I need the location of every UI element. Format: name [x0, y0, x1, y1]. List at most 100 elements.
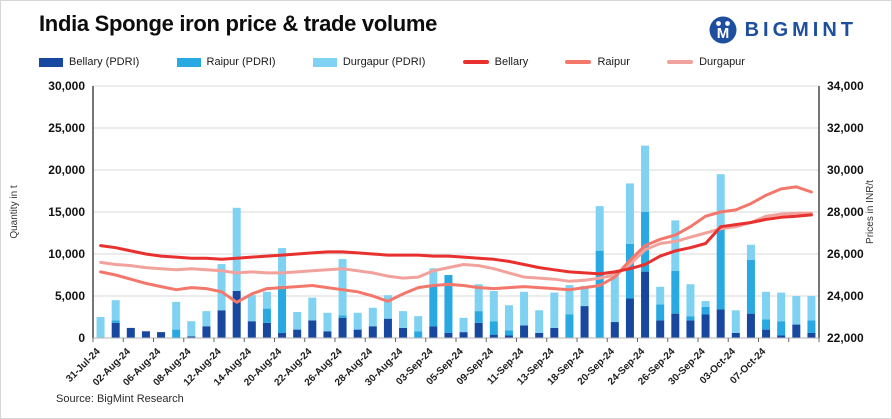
bar-segment-Raipur (PDRI) [444, 275, 453, 333]
bar-segment-Raipur (PDRI) [429, 285, 438, 327]
bar-segment-Durgapur (PDRI) [323, 312, 332, 332]
bar-segment-Raipur (PDRI) [278, 285, 287, 333]
legend-item-bellary-line: Bellary [462, 56, 529, 68]
bar-segment-Durgapur (PDRI) [610, 270, 619, 323]
bar-segment-Durgapur (PDRI) [565, 285, 574, 315]
bar-swatch-icon [176, 57, 201, 67]
left-axis-tick-label: 20,000 [48, 163, 85, 177]
bigmint-logo-icon: M [709, 16, 737, 44]
bar-segment-Durgapur (PDRI) [671, 220, 680, 271]
legend-item-raipur-line: Raipur [565, 56, 630, 68]
bar-segment-Raipur (PDRI) [746, 259, 755, 314]
bar-segment-Durgapur (PDRI) [550, 292, 559, 328]
bar-segment-Bellary (PDRI) [550, 327, 559, 338]
line-swatch-icon [565, 60, 592, 64]
bar-segment-Durgapur (PDRI) [429, 268, 438, 286]
bar-segment-Bellary (PDRI) [731, 332, 740, 338]
bar-segment-Durgapur (PDRI) [111, 300, 120, 321]
bar-segment-Raipur (PDRI) [686, 316, 695, 321]
bar-segment-Bellary (PDRI) [625, 298, 634, 338]
bar-segment-Durgapur (PDRI) [338, 259, 347, 316]
left-axis-tick-label: 5,000 [55, 289, 85, 303]
bar-segment-Raipur (PDRI) [414, 331, 423, 338]
bar-segment-Raipur (PDRI) [641, 212, 650, 272]
bar-segment-Durgapur (PDRI) [625, 183, 634, 244]
bar-segment-Durgapur (PDRI) [399, 311, 408, 328]
bar-segment-Bellary (PDRI) [157, 332, 166, 338]
bar-segment-Raipur (PDRI) [762, 319, 771, 330]
left-axis-tick-label: 10,000 [48, 247, 85, 261]
bar-segment-Bellary (PDRI) [141, 331, 150, 338]
right-axis-tick-label: 26,000 [827, 247, 864, 261]
bar-segment-Bellary (PDRI) [293, 329, 302, 338]
bar-segment-Durgapur (PDRI) [353, 312, 362, 330]
bar-segment-Durgapur (PDRI) [293, 311, 302, 330]
legend-label: Bellary (PDRI) [69, 56, 140, 68]
bar-segment-Bellary (PDRI) [399, 327, 408, 338]
bar-segment-Raipur (PDRI) [111, 320, 120, 323]
bar-segment-Bellary (PDRI) [217, 310, 226, 338]
bar-segment-Bellary (PDRI) [504, 335, 513, 338]
bar-segment-Bellary (PDRI) [383, 318, 392, 338]
bar-segment-Bellary (PDRI) [686, 320, 695, 338]
legend-item-raipur-pdri: Raipur (PDRI) [176, 56, 276, 68]
bar-swatch-icon [39, 57, 63, 67]
bar-segment-Bellary (PDRI) [792, 324, 801, 338]
bar-segment-Durgapur (PDRI) [641, 145, 650, 212]
bar-segment-Bellary (PDRI) [474, 322, 483, 338]
bar-segment-Bellary (PDRI) [353, 329, 362, 338]
bar-segment-Bellary (PDRI) [746, 313, 755, 338]
bar-segment-Bellary (PDRI) [323, 331, 332, 338]
legend-label: Raipur [597, 56, 630, 68]
bar-segment-Durgapur (PDRI) [262, 291, 271, 309]
legend-label: Bellary [494, 56, 529, 68]
bar-segment-Durgapur (PDRI) [762, 291, 771, 320]
bar-segment-Durgapur (PDRI) [278, 248, 287, 286]
bar-segment-Bellary (PDRI) [444, 332, 453, 338]
bar-segment-Raipur (PDRI) [777, 321, 786, 336]
bar-segment-Raipur (PDRI) [489, 321, 498, 335]
bar-segment-Bellary (PDRI) [610, 322, 619, 338]
brand-wordmark: BIGMINT [744, 18, 857, 41]
bar-segment-Raipur (PDRI) [807, 320, 816, 333]
bar-segment-Durgapur (PDRI) [247, 295, 256, 322]
bar-segment-Bellary (PDRI) [535, 332, 544, 338]
legend-item-durgapur-pdri: Durgapur (PDRI) [312, 56, 425, 68]
bar-segment-Durgapur (PDRI) [520, 291, 529, 326]
source-note: Source: BigMint Research [56, 393, 184, 405]
left-axis-tick-label: 30,000 [48, 79, 85, 93]
bar-segment-Durgapur (PDRI) [656, 286, 665, 305]
bar-segment-Durgapur (PDRI) [504, 305, 513, 331]
bar-segment-Bellary (PDRI) [656, 320, 665, 338]
bar-segment-Durgapur (PDRI) [187, 321, 196, 337]
bar-swatch-icon [312, 57, 337, 67]
right-axis-tick-label: 32,000 [827, 121, 864, 135]
bar-segment-Bellary (PDRI) [716, 309, 725, 338]
bar-segment-Bellary (PDRI) [429, 326, 438, 338]
bar-segment-Durgapur (PDRI) [489, 290, 498, 322]
legend-item-bellary-pdri: Bellary (PDRI) [39, 56, 139, 68]
price-line-Bellary [99, 213, 813, 276]
bar-segment-Durgapur (PDRI) [202, 311, 211, 327]
bar-segment-Durgapur (PDRI) [731, 310, 740, 333]
right-axis-tick-label: 34,000 [827, 79, 864, 93]
bar-segment-Durgapur (PDRI) [777, 292, 786, 322]
brand-logo: M BIGMINT [708, 15, 857, 45]
bar-segment-Raipur (PDRI) [656, 304, 665, 321]
bar-segment-Durgapur (PDRI) [807, 296, 816, 321]
bar-segment-Bellary (PDRI) [807, 332, 816, 338]
bar-segment-Raipur (PDRI) [474, 311, 483, 323]
bar-segment-Durgapur (PDRI) [308, 297, 317, 321]
legend-label: Durgapur [699, 56, 745, 68]
bar-segment-Bellary (PDRI) [777, 335, 786, 338]
bar-segment-Durgapur (PDRI) [232, 207, 241, 291]
bar-segment-Bellary (PDRI) [262, 322, 271, 338]
bar-segment-Bellary (PDRI) [111, 322, 120, 338]
bar-segment-Bellary (PDRI) [671, 313, 680, 338]
bar-segment-Raipur (PDRI) [625, 243, 634, 299]
line-swatch-icon [667, 60, 694, 64]
bar-segment-Durgapur (PDRI) [474, 284, 483, 312]
bar-segment-Bellary (PDRI) [489, 334, 498, 338]
